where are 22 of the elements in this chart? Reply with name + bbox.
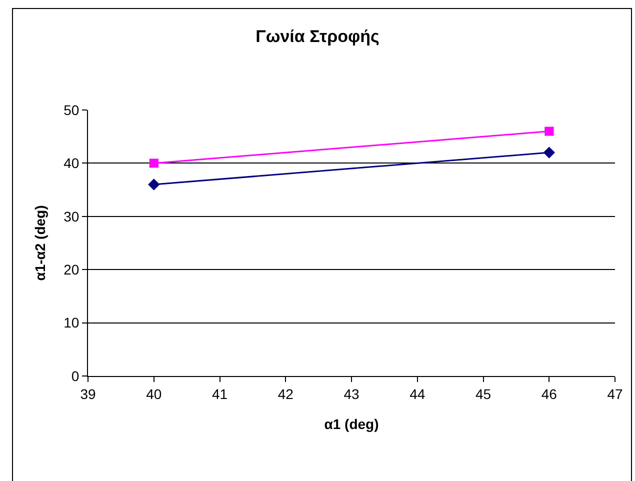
x-tick-label: 39: [80, 386, 96, 402]
x-tick-label: 47: [607, 386, 623, 402]
y-tick-label: 10: [64, 314, 80, 331]
point: [544, 126, 554, 136]
x-tick-label: 43: [344, 386, 360, 402]
x-tick-label: 40: [146, 386, 162, 402]
x-tick-label: 46: [541, 386, 558, 402]
x-tick-label: 42: [278, 386, 294, 402]
chart-title: Γωνία Στροφής: [256, 27, 380, 46]
y-tick-label: 20: [64, 262, 80, 278]
y-tick-label: 50: [64, 102, 80, 118]
x-tick-label: 41: [212, 386, 228, 402]
x-axis-title: α1 (deg): [324, 416, 379, 432]
y-tick-label: 30: [64, 208, 80, 224]
x-tick-label: 45: [475, 386, 492, 402]
point: [148, 178, 160, 190]
point: [543, 146, 555, 158]
y-tick-label: 40: [64, 155, 80, 172]
x-tick-label: 44: [410, 386, 426, 402]
point: [149, 158, 158, 168]
y-tick-label: 0: [71, 368, 80, 384]
y-axis-title: α1-α2 (deg): [32, 205, 48, 281]
